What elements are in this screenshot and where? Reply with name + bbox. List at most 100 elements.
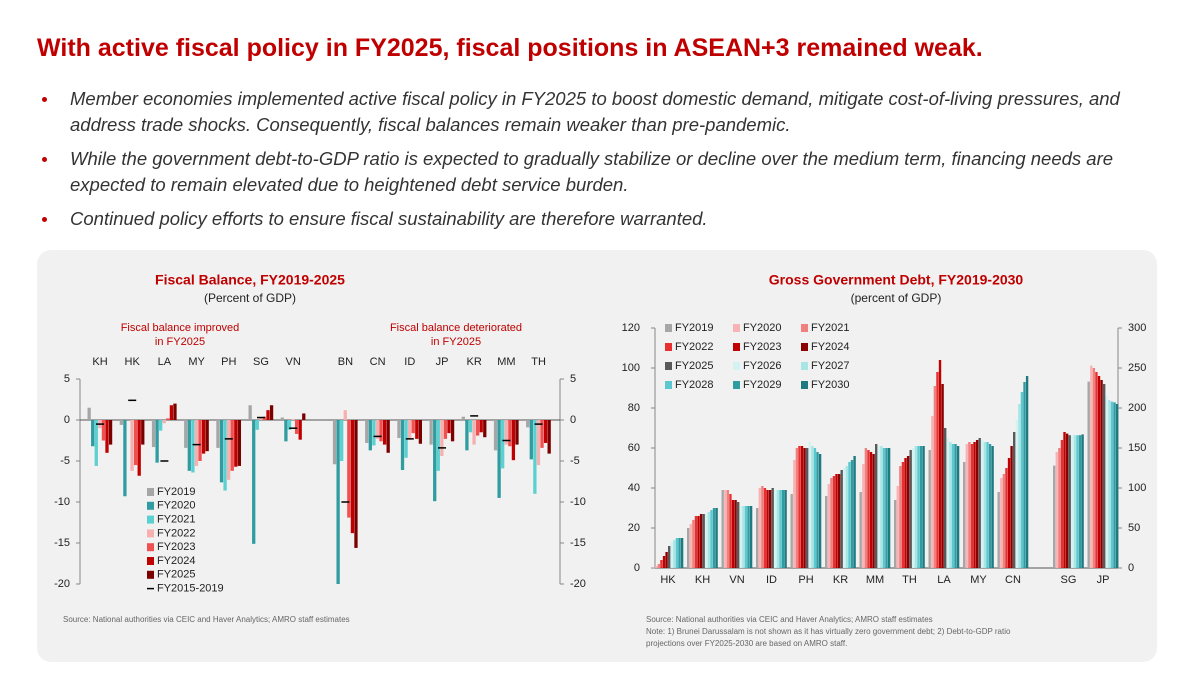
x-tick-label: LA [937,574,951,586]
bar [234,420,238,467]
bar [954,444,957,568]
bar [493,420,498,451]
bar [461,416,465,420]
bar [262,416,267,420]
bar [1113,402,1116,568]
bar [1095,372,1098,568]
source: Source: National authorities via CEIC an… [63,615,350,624]
legend-label: FY2020 [743,322,782,334]
bar [766,490,769,568]
bar [1081,434,1084,568]
bar [141,420,145,445]
annotation: Fiscal balance deteriorated [390,322,522,334]
x-tick-label: MY [970,574,987,586]
bar [1103,384,1106,568]
bar [155,420,159,463]
bar [827,484,830,568]
bar [91,420,95,447]
bar [662,556,666,568]
bar [837,474,841,568]
annotation: Fiscal balance improved [121,322,240,334]
y2-tick-label: 50 [1128,522,1140,534]
legend-swatch [733,362,740,370]
bar [504,420,508,445]
bar [1108,400,1111,568]
bar [707,512,711,568]
bar [965,444,968,568]
y-tick-label: 20 [628,522,640,534]
legend-label: FY2023 [157,541,196,553]
bar [336,420,340,584]
bar [382,420,387,445]
bar [137,420,141,476]
bar [944,428,947,568]
y-tick-label: 0 [634,562,640,574]
legend-swatch [665,362,672,370]
legend-swatch [147,501,154,510]
bar [87,407,91,420]
bar [133,420,138,466]
bullet: While the government debt-to-GDP ratio i… [40,146,1160,198]
chart-title: Gross Government Debt, FY2019-2030 [769,272,1024,288]
bar [808,442,811,568]
bar [816,452,819,568]
bar [547,420,551,454]
bar [1078,435,1082,568]
legend-label: FY2021 [157,514,196,526]
bar [1105,396,1108,568]
bar [712,508,716,568]
x-tick-label: VN [729,574,744,586]
bar [447,420,451,434]
bar [237,420,242,466]
legend-label: FY2030 [811,379,850,391]
legend-label: FY2023 [743,341,782,353]
bar [151,420,156,448]
bar [774,490,777,568]
x-tick-label: ID [404,356,415,368]
bar [906,456,910,568]
bar [1007,458,1011,568]
legend-swatch [733,324,740,332]
bar [1100,380,1103,568]
bar [508,420,512,447]
bar [418,420,423,444]
bullet: Member economies implemented active fisc… [40,86,1160,138]
x-tick-label: LA [158,356,172,368]
bar [678,538,681,568]
bar [899,466,902,568]
bar [223,420,227,491]
bar [933,386,937,568]
legend-swatch [801,343,808,351]
bar [758,488,761,568]
bar [1060,440,1064,568]
bar [187,420,191,471]
bar [105,420,109,453]
bar [1023,382,1026,568]
bar [657,564,661,568]
bar [443,420,448,439]
y-tick-label: -15 [54,537,70,549]
bar [771,488,774,568]
bar [904,458,907,568]
bar [705,514,708,568]
bar [922,446,925,568]
bar [912,448,915,568]
bar [689,524,692,568]
x-tick-label: JP [1097,574,1110,586]
bar [230,420,234,471]
bar [729,494,732,568]
legend-swatch [801,324,808,332]
y2-tick-label: 200 [1128,402,1146,414]
y2-tick-label: -20 [570,578,586,590]
note: Note: 1) Brunei Darussalam is not shown … [646,627,1011,648]
bar [917,446,920,568]
bar [946,438,949,568]
bar [433,420,437,502]
bar [350,420,355,534]
bar [216,420,220,448]
bar [941,384,944,568]
bar [877,446,880,568]
bar [818,454,822,568]
